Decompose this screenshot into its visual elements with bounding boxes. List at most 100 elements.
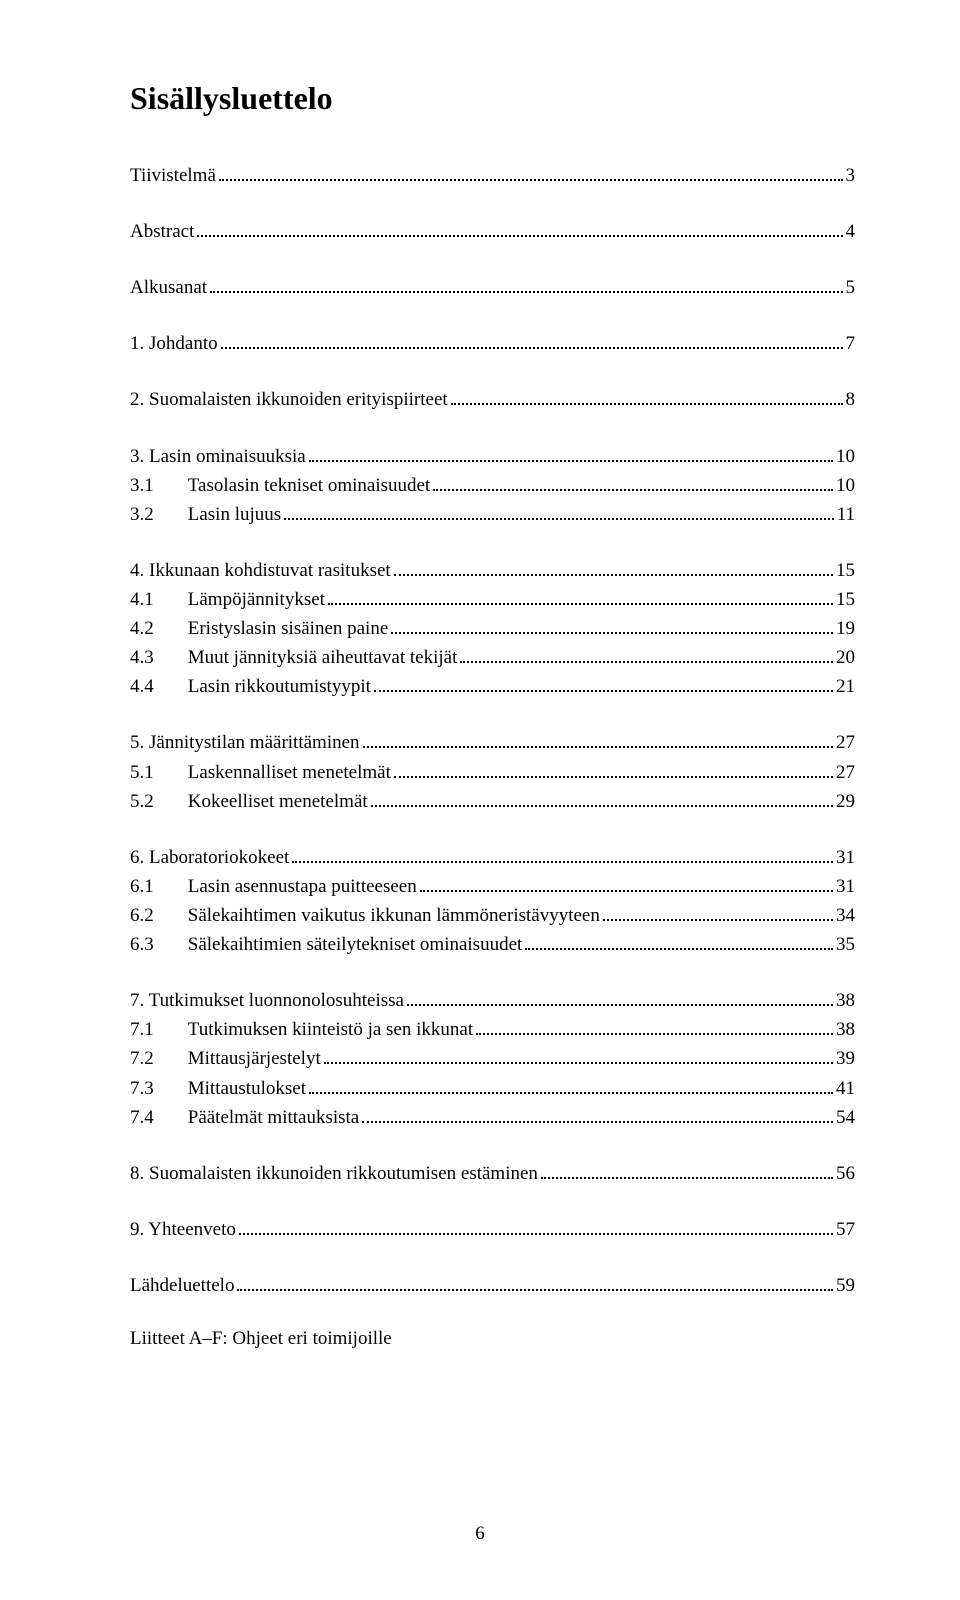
toc-entry: 6.2Sälekaihtimen vaikutus ikkunan lämmön… [130,902,855,930]
toc-entry: 6.1Lasin asennustapa puitteeseen 31 [130,873,855,901]
toc-entry-label: 3.2Lasin lujuus [130,501,281,529]
toc-entry-page: 31 [836,873,855,901]
toc-leader-dots [197,235,842,237]
toc-entry-page: 15 [836,557,855,585]
page-number: 6 [475,1523,485,1545]
toc-entry-label: 8. Suomalaisten ikkunoiden rikkoutumisen… [130,1160,538,1188]
toc-section-group: 4. Ikkunaan kohdistuvat rasitukset 154.1L… [130,557,855,702]
toc-leader-dots [451,403,843,405]
toc-entry: 5.1Laskennalliset menetelmät27 [130,759,855,787]
toc-leader-dots [239,1233,833,1235]
toc-entry-page: 39 [836,1045,855,1073]
toc-entry-label: 9. Yhteenveto [130,1216,236,1244]
toc-entry: 4.2Eristyslasin sisäinen paine 19 [130,615,855,643]
toc-entry-label: 4.2Eristyslasin sisäinen paine [130,615,388,643]
toc-leader-dots [374,690,833,692]
toc-entry-label: 3.1Tasolasin tekniset ominaisuudet [130,472,430,500]
toc-leader-dots [407,1004,833,1006]
toc-entry-subtitle: Eristyslasin sisäinen paine [154,618,389,639]
toc-entry: 5.2Kokeelliset menetelmät29 [130,788,855,816]
toc-entry-label: Abstract [130,218,194,246]
toc-entry-page: 11 [837,501,855,529]
toc-entry-subtitle: Sälekaihtimien säteilytekniset ominaisuu… [154,934,523,955]
toc-entry-page: 27 [836,729,855,757]
toc-entry: Alkusanat5 [130,274,855,302]
toc-entry: 4.3Muut jännityksiä aiheuttavat tekijät2… [130,644,855,672]
toc-entry-label: 4.3Muut jännityksiä aiheuttavat tekijät [130,644,457,672]
toc-leader-dots [237,1289,833,1291]
toc-entry-page: 8 [846,386,856,414]
toc-section-group: Abstract4 [130,218,855,246]
toc-entry-page: 56 [836,1160,855,1188]
toc-entry-subtitle: Kokeelliset menetelmät [154,791,368,812]
toc-entry-label: Lähdeluettelo [130,1272,234,1300]
toc-entry-page: 15 [836,586,855,614]
toc-entry-subtitle: Tasolasin tekniset ominaisuudet [154,475,430,496]
toc-entry-number: 4.3 [130,647,154,668]
toc-entry-label: 4. Ikkunaan kohdistuvat rasitukset [130,557,391,585]
toc-entry: 7. Tutkimukset luonnonolosuhteissa38 [130,987,855,1015]
toc-entry-subtitle: Lasin asennustapa puitteeseen [154,876,417,897]
toc-entry-page: 54 [836,1104,855,1132]
toc-entry: 4.1Lämpöjännitykset15 [130,586,855,614]
toc-leader-dots [328,603,833,605]
toc-leader-dots [525,948,833,950]
toc-entry-label: 6.1Lasin asennustapa puitteeseen [130,873,417,901]
toc-entry-label: 7.1Tutkimuksen kiinteistö ja sen ikkunat [130,1016,473,1044]
toc-entry-number: 6.3 [130,934,154,955]
toc-entry-subtitle: Sälekaihtimen vaikutus ikkunan lämmöneri… [154,905,600,926]
toc-section-group: 6. Laboratoriokokeet316.1Lasin asennusta… [130,844,855,959]
toc-leader-dots [362,1121,833,1123]
toc-leader-dots [324,1062,833,1064]
toc-entry-subtitle: Muut jännityksiä aiheuttavat tekijät [154,647,458,668]
toc-section-group: Lähdeluettelo59 [130,1272,855,1300]
toc-entry-page: 10 [836,472,855,500]
toc-entry: 7.1Tutkimuksen kiinteistö ja sen ikkunat… [130,1016,855,1044]
toc-entry-label: 1. Johdanto [130,330,218,358]
toc-leader-dots [221,347,843,349]
toc-entry-page: 38 [836,987,855,1015]
toc-leader-dots [219,179,843,181]
toc-entry-number: 4.4 [130,676,154,697]
toc-entry-number: 3.2 [130,504,154,525]
toc-entry: 9. Yhteenveto 57 [130,1216,855,1244]
toc-entry: Tiivistelmä3 [130,162,855,190]
toc-entry: Lähdeluettelo59 [130,1272,855,1300]
toc-entry: 7.2Mittausjärjestelyt 39 [130,1045,855,1073]
toc-entry-page: 57 [836,1216,855,1244]
toc-section-group: 3. Lasin ominaisuuksia 10 3.1Tasolasin tek… [130,443,855,529]
toc-leader-dots [541,1177,833,1179]
toc-leader-dots [391,632,833,634]
toc-entry-page: 31 [836,844,855,872]
toc-entry-number: 6.1 [130,876,154,897]
toc-leader-dots [433,489,833,491]
toc-entry-subtitle: Mittaustulokset [154,1078,306,1099]
toc-entry-page: 19 [836,615,855,643]
toc-entry-number: 7.2 [130,1048,154,1069]
toc-entry-subtitle: Lasin rikkoutumistyypit [154,676,371,697]
appendix-note: Liitteet A–F: Ohjeet eri toimijoille [130,1328,855,1350]
toc-entry: 7.4Päätelmät mittauksista 54 [130,1104,855,1132]
toc-leader-dots [292,861,833,863]
toc-section-group: 9. Yhteenveto 57 [130,1216,855,1244]
toc-section-group: Alkusanat5 [130,274,855,302]
toc-entry-label: 6.2Sälekaihtimen vaikutus ikkunan lämmön… [130,902,600,930]
toc-entry-number: 7.1 [130,1019,154,1040]
toc-leader-dots [420,890,833,892]
toc-leader-dots [371,805,833,807]
toc-leader-dots [476,1033,833,1035]
toc-leader-dots [603,919,833,921]
toc-entry: Abstract4 [130,218,855,246]
toc-entry-page: 7 [846,330,856,358]
toc-entry-label: 7.2Mittausjärjestelyt [130,1045,321,1073]
toc-entry-page: 27 [836,759,855,787]
toc-leader-dots [309,460,833,462]
toc-leader-dots [210,291,842,293]
toc-entry-number: 7.3 [130,1078,154,1099]
toc-leader-dots [394,574,833,576]
toc-entry-label: 7.4Päätelmät mittauksista [130,1104,359,1132]
toc-entry-label: 3. Lasin ominaisuuksia [130,443,306,471]
toc-leader-dots [460,661,833,663]
toc-entry: 4.4Lasin rikkoutumistyypit21 [130,673,855,701]
toc-entry-label: 6. Laboratoriokokeet [130,844,289,872]
